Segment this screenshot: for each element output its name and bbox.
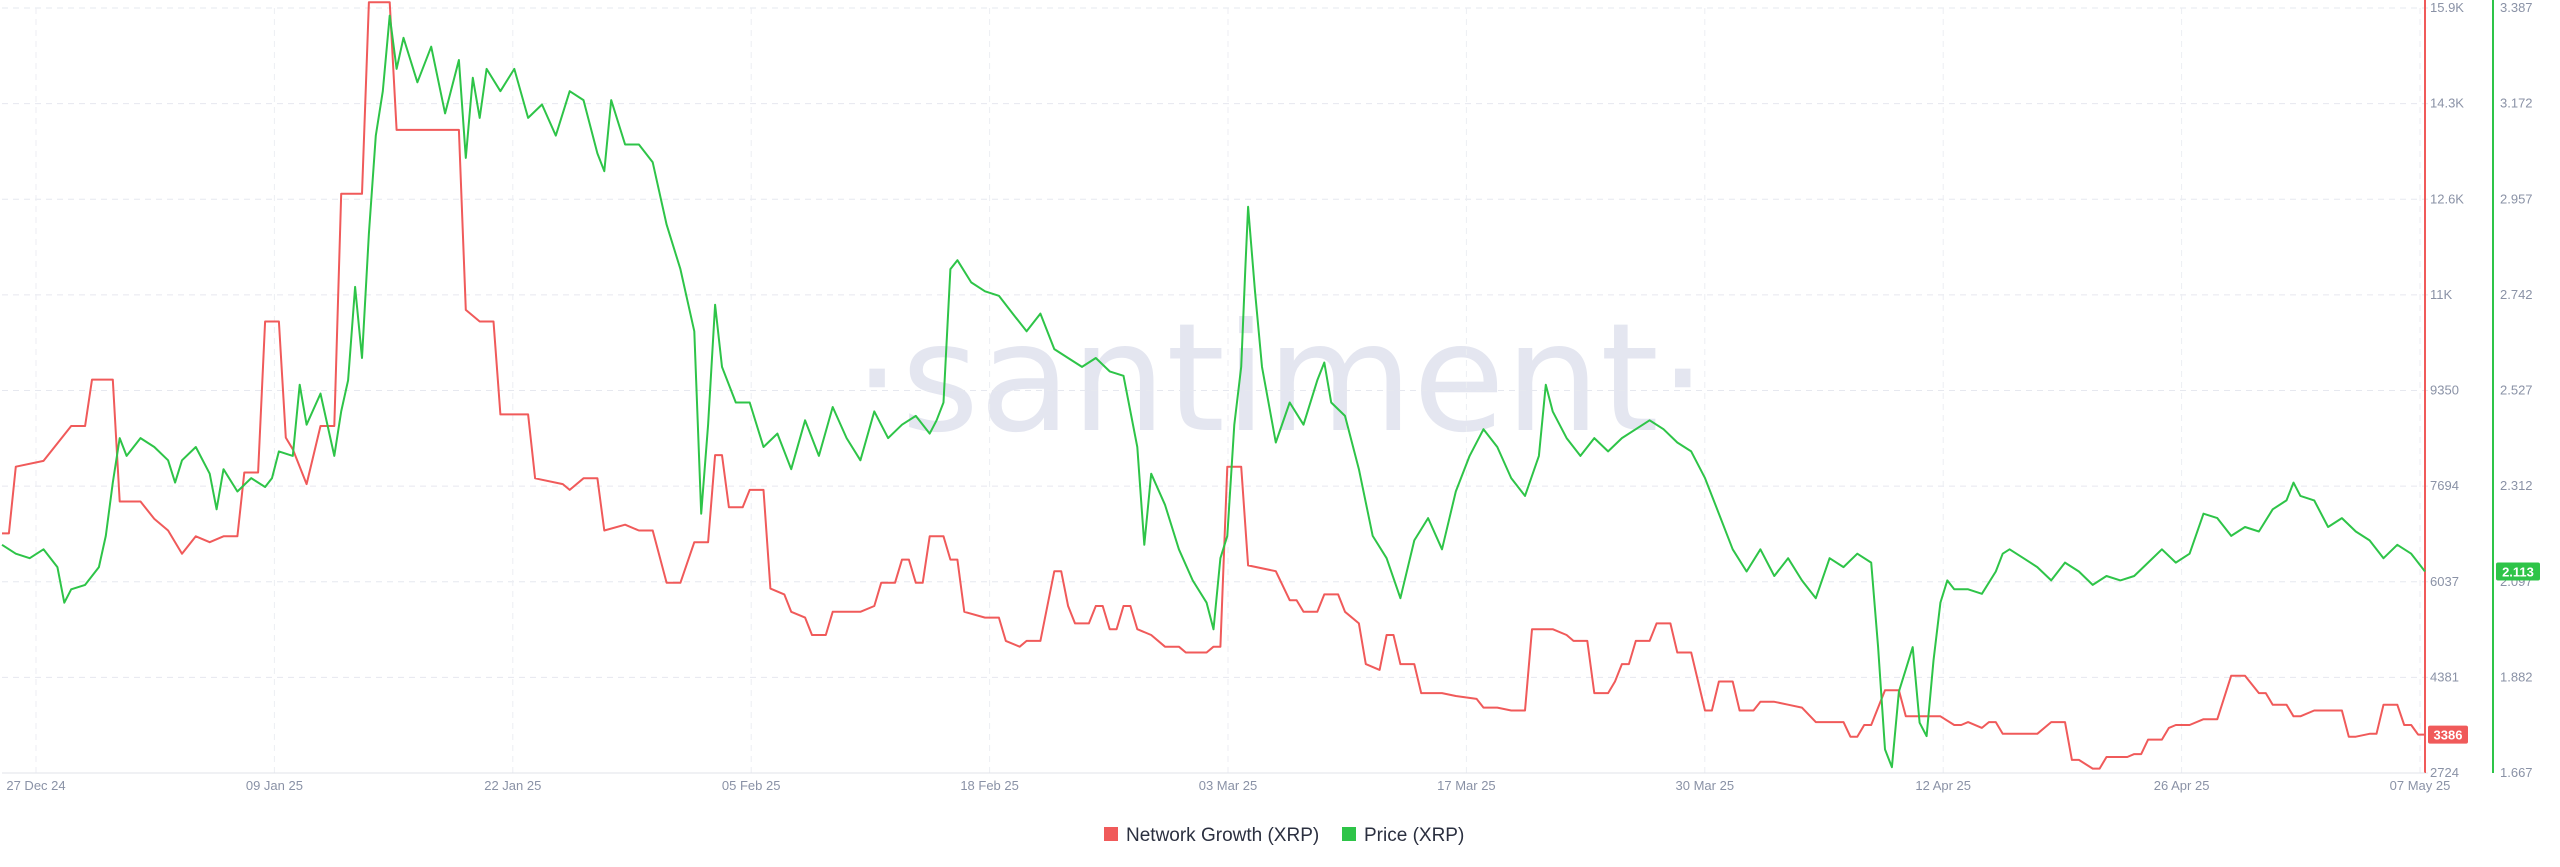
x-tick-label: 27 Dec 24	[6, 778, 65, 793]
legend-price-swatch	[1342, 827, 1356, 841]
legend-price-label: Price (XRP)	[1364, 825, 1464, 846]
y-right-tick-label: 1.882	[2500, 669, 2533, 684]
y-right-tick-label: 1.667	[2500, 765, 2533, 780]
y-left-tick-label: 15.9K	[2430, 0, 2464, 15]
x-tick-label: 30 Mar 25	[1676, 778, 1735, 793]
legend-network-growth-label: Network Growth (XRP)	[1126, 825, 1319, 846]
x-tick-label: 12 Apr 25	[1915, 778, 1971, 793]
price-line-value-label: 2.113	[2502, 565, 2534, 580]
y-right-tick-label: 2.527	[2500, 383, 2533, 398]
y-left-tick-label: 6037	[2430, 574, 2459, 589]
price-line	[1, 14, 2426, 769]
y-right-tick-label: 2.957	[2500, 191, 2533, 206]
x-tick-label: 22 Jan 25	[484, 778, 541, 793]
chart-legend: Network Growth (XRP) Price (XRP)	[1104, 825, 1464, 846]
y-right-tick-label: 3.387	[2500, 0, 2533, 15]
network-growth-line	[2, 1, 2425, 770]
y-right-tick-label: 2.742	[2500, 287, 2533, 302]
axis-layer: 15.9K 3.387 14.3K 3.172 12.6K 2.957 11K 2.742 93…	[2, 0, 2533, 793]
x-tick-label: 07 May 25	[2390, 778, 2451, 793]
x-tick-label: 03 Mar 25	[1199, 778, 1258, 793]
y-left-tick-label: 9350	[2430, 383, 2459, 398]
legend-network-growth-swatch	[1104, 827, 1118, 841]
y-left-tick-label: 12.6K	[2430, 191, 2464, 206]
y-right-tick-label: 3.172	[2500, 96, 2533, 111]
network-growth-line-value-label: 3386	[2434, 728, 2463, 743]
x-tick-label: 18 Feb 25	[960, 778, 1019, 793]
badge-layer: 3386 2.113	[2428, 562, 2540, 744]
network-growth-line-value-badge	[2428, 725, 2468, 744]
x-tick-label: 09 Jan 25	[246, 778, 303, 793]
y-left-tick-label: 14.3K	[2430, 96, 2464, 111]
price-line-value-badge	[2496, 562, 2540, 581]
x-tick-label: 26 Apr 25	[2154, 778, 2210, 793]
y-left-tick-label: 2724	[2430, 765, 2459, 780]
y-right-tick-label: 2.312	[2500, 478, 2533, 493]
series-layer	[1, 1, 2426, 770]
y-left-tick-label: 7694	[2430, 478, 2459, 493]
watermark-text: ·santiment·	[853, 292, 1706, 466]
y-left-tick-label: 11K	[2430, 287, 2452, 302]
x-tick-label: 05 Feb 25	[722, 778, 781, 793]
x-tick-label: 17 Mar 25	[1437, 778, 1496, 793]
y-left-tick-label: 4381	[2430, 669, 2459, 684]
